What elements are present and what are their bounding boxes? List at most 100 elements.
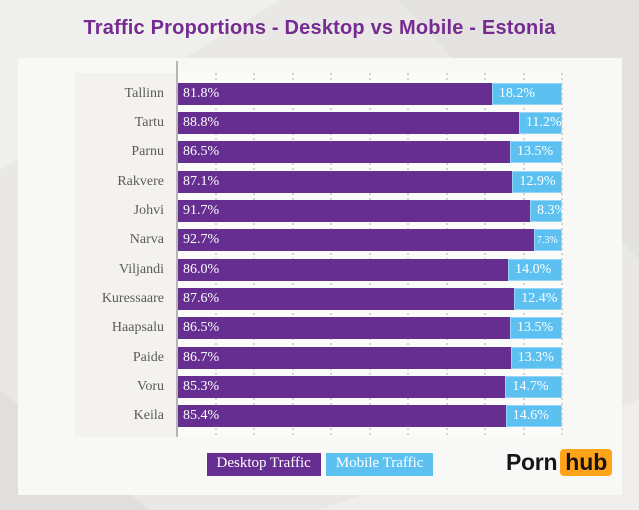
gridline xyxy=(368,73,371,437)
gridline xyxy=(445,73,448,437)
gridline xyxy=(214,73,217,437)
bar-row: 86.7% 13.3% xyxy=(177,343,562,372)
desktop-bar-segment: 86.0% xyxy=(177,258,509,281)
bar-row: 86.5% 13.5% xyxy=(177,314,562,343)
chart-title: Traffic Proportions - Desktop vs Mobile … xyxy=(83,17,556,39)
mobile-bar-segment: 13.5% xyxy=(510,317,562,340)
category-label: Narva xyxy=(129,232,164,248)
desktop-value-label: 88.8% xyxy=(183,114,220,130)
desktop-bar-segment: 85.4% xyxy=(177,405,506,428)
mobile-value-label: 13.5% xyxy=(517,320,554,336)
bar-row: 87.6% 12.4% xyxy=(177,284,562,313)
desktop-bar-segment: 88.8% xyxy=(177,111,519,134)
bar-row: 85.4% 14.6% xyxy=(177,402,562,431)
gridline xyxy=(253,73,255,437)
mobile-value-label: 13.3% xyxy=(517,349,554,365)
mobile-bar-segment: 7.3% xyxy=(533,229,562,252)
mobile-value-label: 18.2% xyxy=(498,85,536,101)
gridline xyxy=(561,73,563,437)
stacked-bar: 87.1% 12.9% xyxy=(177,170,562,193)
stacked-bar: 86.5% 13.5% xyxy=(177,317,562,340)
gridline xyxy=(330,73,332,437)
y-axis-line xyxy=(176,61,178,437)
desktop-value-label: 85.3% xyxy=(183,378,220,394)
desktop-bar-segment: 92.7% xyxy=(177,229,534,252)
category-label: Voru xyxy=(137,378,164,394)
mobile-bar-segment: 14.0% xyxy=(508,258,562,281)
desktop-value-label: 92.7% xyxy=(183,232,220,248)
category-label: Rakvere xyxy=(117,173,164,189)
mobile-bar-segment: 13.5% xyxy=(510,141,562,164)
category-label: Viljandi xyxy=(118,261,164,277)
bar-row: 91.7% 8.3% xyxy=(177,196,562,225)
gridline xyxy=(291,73,294,437)
logo-text-porn: Porn xyxy=(506,449,558,476)
bar-row: 81.8% 18.2% xyxy=(177,79,562,108)
mobile-bar-segment: 11.2% xyxy=(518,111,562,134)
mobile-value-label: 11.2% xyxy=(525,114,562,130)
stacked-bar-chart: Tallinn Tartu Parnu Rakvere Johvi Narva Viljan… xyxy=(75,61,563,437)
desktop-value-label: 86.0% xyxy=(183,261,220,277)
desktop-bar-segment: 87.1% xyxy=(177,170,513,193)
mobile-value-label: 14.6% xyxy=(512,408,549,424)
chart-panel: Tallinn Tartu Parnu Rakvere Johvi Narva Viljan… xyxy=(18,58,622,495)
desktop-bar-segment: 81.8% xyxy=(177,82,492,105)
bar-row: 88.8% 11.2% xyxy=(177,108,562,137)
desktop-bar-segment: 86.5% xyxy=(177,141,511,164)
mobile-value-label: 14.7% xyxy=(512,378,549,394)
category-label: Keila xyxy=(133,408,164,424)
mobile-bar-segment: 14.7% xyxy=(505,375,562,398)
desktop-value-label: 85.4% xyxy=(183,408,220,424)
desktop-bar-segment: 86.5% xyxy=(177,317,511,340)
category-label: Haapsalu xyxy=(111,320,164,336)
bar-row: 92.7% 7.3% xyxy=(177,226,562,255)
category-label: Kuressaare xyxy=(101,290,164,306)
desktop-value-label: 86.5% xyxy=(183,144,220,160)
desktop-bar-segment: 85.3% xyxy=(177,375,506,398)
stacked-bar: 85.4% 14.6% xyxy=(177,405,562,428)
mobile-bar-segment: 12.4% xyxy=(514,287,562,310)
gridline xyxy=(522,73,525,437)
category-label: Tartu xyxy=(134,114,164,130)
legend-mobile-traffic: Mobile Traffic xyxy=(325,453,434,476)
stacked-bar: 92.7% 7.3% xyxy=(177,229,562,252)
category-label: Tallinn xyxy=(124,85,164,101)
desktop-bar-segment: 87.6% xyxy=(177,287,515,310)
mobile-value-label: 12.9% xyxy=(519,173,556,189)
mobile-bar-segment: 8.3% xyxy=(530,199,562,222)
bar-row: 87.1% 12.9% xyxy=(177,167,562,196)
gridline xyxy=(484,73,486,437)
stacked-bar: 86.0% 14.0% xyxy=(177,258,562,281)
mobile-value-label: 12.4% xyxy=(521,290,558,306)
pornhub-logo: Porn hub xyxy=(506,449,613,477)
desktop-value-label: 91.7% xyxy=(183,202,220,218)
stacked-bar: 86.7% 13.3% xyxy=(177,346,562,369)
mobile-value-label: 14.0% xyxy=(515,261,552,277)
mobile-bar-segment: 12.9% xyxy=(512,170,562,193)
mobile-value-label: 8.3% xyxy=(537,202,562,218)
logo-text-hub-badge: hub xyxy=(560,449,613,477)
category-label: Paide xyxy=(132,349,164,365)
stacked-bar: 88.8% 11.2% xyxy=(177,111,562,134)
bar-rows: 81.8% 18.2% 88.8% 11.2% 86.5% 13.5% 87.1% 12.9%… xyxy=(177,73,562,437)
legend: Desktop Traffic Mobile Traffic xyxy=(18,453,622,476)
bar-row: 85.3% 14.7% xyxy=(177,372,562,401)
desktop-bar-segment: 91.7% xyxy=(177,199,531,222)
stacked-bar: 81.8% 18.2% xyxy=(177,82,562,105)
legend-desktop-traffic: Desktop Traffic xyxy=(206,453,321,476)
desktop-value-label: 86.7% xyxy=(183,349,220,365)
desktop-value-label: 87.1% xyxy=(183,173,220,189)
stacked-bar: 85.3% 14.7% xyxy=(177,375,562,398)
category-label: Johvi xyxy=(133,202,164,218)
desktop-value-label: 87.6% xyxy=(183,290,220,306)
stacked-bar: 86.5% 13.5% xyxy=(177,141,562,164)
mobile-bar-segment: 13.3% xyxy=(510,346,562,369)
mobile-bar-segment: 14.6% xyxy=(505,405,562,428)
mobile-value-label: 7.3% xyxy=(536,234,558,246)
stacked-bar: 87.6% 12.4% xyxy=(177,287,562,310)
gridline xyxy=(407,73,409,437)
plot-area: 81.8% 18.2% 88.8% 11.2% 86.5% 13.5% 87.1% 12.9%… xyxy=(176,61,563,437)
stacked-bar: 91.7% 8.3% xyxy=(177,199,562,222)
mobile-value-label: 13.5% xyxy=(517,144,554,160)
